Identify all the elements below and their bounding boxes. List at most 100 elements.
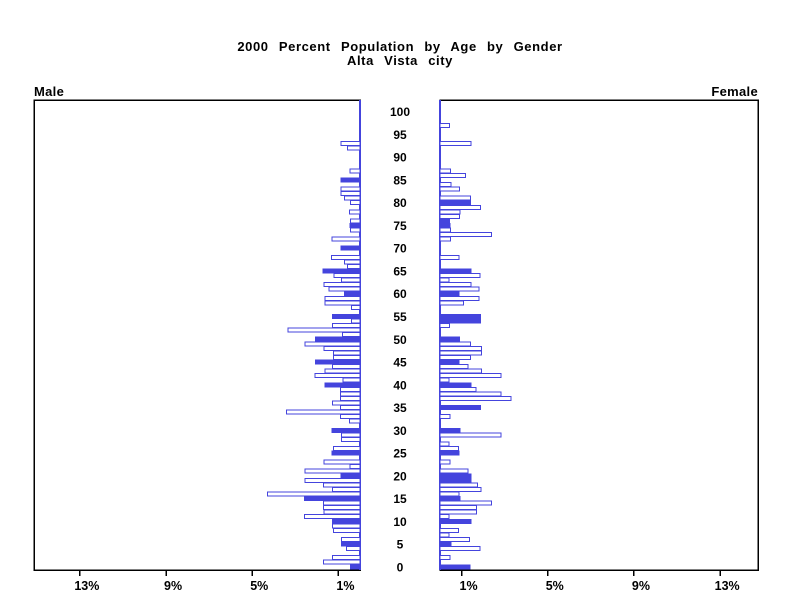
- age-tick-label-100: 100: [390, 105, 410, 119]
- male-bar-age-34: [286, 409, 361, 415]
- female-bar-age-17: [439, 486, 482, 492]
- female-bar-age-23: [439, 459, 451, 465]
- female-panel-label: Female: [711, 84, 758, 99]
- male-bar-age-4: [346, 546, 361, 552]
- male-bar-age-22: [349, 464, 361, 470]
- male-bar-age-30: [331, 427, 361, 433]
- female-bar-age-64: [439, 273, 481, 278]
- male-bar-age-23: [323, 459, 361, 465]
- male-bar-age-72: [331, 236, 361, 242]
- female-bar-age-0: [439, 564, 471, 570]
- female-bar-age-38: [439, 391, 502, 397]
- female-percent-tick-label-9: 9%: [632, 579, 650, 593]
- female-bar-age-54: [439, 318, 482, 324]
- female-bar-age-68: [439, 254, 460, 260]
- female-bar-age-55: [439, 314, 482, 319]
- age-tick-label-25: 25: [393, 447, 407, 461]
- male-bar-age-13: [322, 505, 361, 511]
- female-bar-age-37: [439, 395, 512, 401]
- male-bar-age-42: [314, 373, 361, 379]
- age-tick-label-80: 80: [393, 196, 407, 210]
- female-bar-age-72: [439, 236, 451, 242]
- male-bar-age-46: [333, 355, 361, 360]
- female-bar-age-20: [439, 473, 472, 479]
- male-bar-age-92: [346, 145, 361, 151]
- male-bar-age-49: [304, 341, 361, 347]
- female-bar-age-65: [439, 268, 472, 274]
- male-bar-age-55: [331, 314, 361, 319]
- female-bar-age-39: [439, 386, 477, 392]
- male-bar-age-51: [341, 332, 361, 338]
- male-bar-age-57: [351, 304, 361, 310]
- male-bar-age-38: [339, 391, 361, 397]
- male-bar-age-16: [267, 491, 361, 497]
- male-bar-age-8: [333, 527, 361, 533]
- female-bar-age-53: [439, 323, 450, 329]
- female-bar-age-60: [439, 291, 460, 297]
- age-tick-label-5: 5: [397, 538, 404, 552]
- female-bar-age-50: [439, 336, 460, 342]
- male-bar-age-75: [349, 223, 361, 228]
- female-bar-age-97: [439, 122, 451, 128]
- female-bar-age-5: [439, 541, 452, 547]
- chart-title: 2000 Percent Population by Age by Gender…: [0, 40, 800, 68]
- female-bar-age-84: [439, 182, 452, 187]
- male-bar-age-21: [304, 468, 361, 474]
- male-bar-age-25: [331, 450, 361, 456]
- male-bar-age-54: [351, 318, 361, 324]
- female-percent-tick-label-13: 13%: [715, 579, 740, 593]
- female-bar-age-26: [439, 446, 459, 451]
- female-bar-age-18: [439, 482, 478, 488]
- female-bar-age-15: [439, 496, 461, 501]
- male-bar-age-17: [331, 486, 361, 492]
- female-plot-frame: [439, 99, 759, 571]
- male-bar-age-11: [304, 514, 361, 520]
- female-bar-age-45: [439, 359, 460, 365]
- male-bar-age-62: [323, 282, 361, 288]
- male-bar-age-10: [331, 518, 361, 524]
- male-percent-tick-label-13: 13%: [74, 579, 99, 593]
- female-bar-age-59: [439, 295, 480, 301]
- female-bar-age-27: [439, 441, 450, 447]
- female-percent-tick-label-1: 1%: [460, 579, 478, 593]
- female-bar-age-44: [439, 364, 469, 370]
- male-bar-age-67: [344, 259, 361, 265]
- age-tick-label-65: 65: [393, 264, 407, 278]
- female-bar-age-40: [439, 382, 472, 388]
- male-bar-age-20: [340, 473, 361, 479]
- male-bar-age-63: [341, 277, 361, 283]
- male-bar-age-6: [341, 537, 361, 542]
- male-bar-age-15: [304, 496, 361, 501]
- male-bar-age-53: [331, 323, 361, 329]
- female-bar-age-25: [439, 450, 460, 456]
- female-bar-age-8: [439, 527, 459, 533]
- male-bar-age-65: [322, 268, 361, 274]
- male-bar-age-26: [333, 446, 361, 451]
- female-bar-age-42: [439, 373, 502, 379]
- male-bar-age-36: [331, 400, 361, 406]
- male-bar-age-83: [340, 186, 361, 192]
- male-bar-age-48: [323, 345, 361, 351]
- age-tick-label-45: 45: [393, 356, 407, 370]
- male-bar-age-74: [350, 227, 361, 233]
- female-bar-age-4: [439, 546, 481, 552]
- female-bar-age-16: [439, 491, 460, 497]
- male-bar-age-81: [343, 195, 361, 201]
- age-tick-label-40: 40: [393, 378, 407, 392]
- male-bar-age-28: [341, 436, 361, 442]
- female-bar-age-61: [439, 286, 480, 292]
- female-bar-age-75: [439, 223, 451, 228]
- female-bar-age-43: [439, 368, 483, 374]
- male-percent-tick-label-5: 5%: [250, 579, 268, 593]
- female-bar-age-49: [439, 341, 472, 347]
- female-bar-age-73: [439, 232, 493, 238]
- male-bar-age-93: [340, 141, 361, 147]
- age-tick-label-30: 30: [393, 424, 407, 438]
- male-bar-age-47: [333, 350, 361, 356]
- male-bar-age-87: [349, 168, 361, 174]
- male-bar-age-5: [341, 541, 361, 547]
- female-bar-age-10: [439, 518, 472, 524]
- male-bar-age-66: [347, 263, 361, 269]
- female-bar-age-35: [439, 405, 482, 410]
